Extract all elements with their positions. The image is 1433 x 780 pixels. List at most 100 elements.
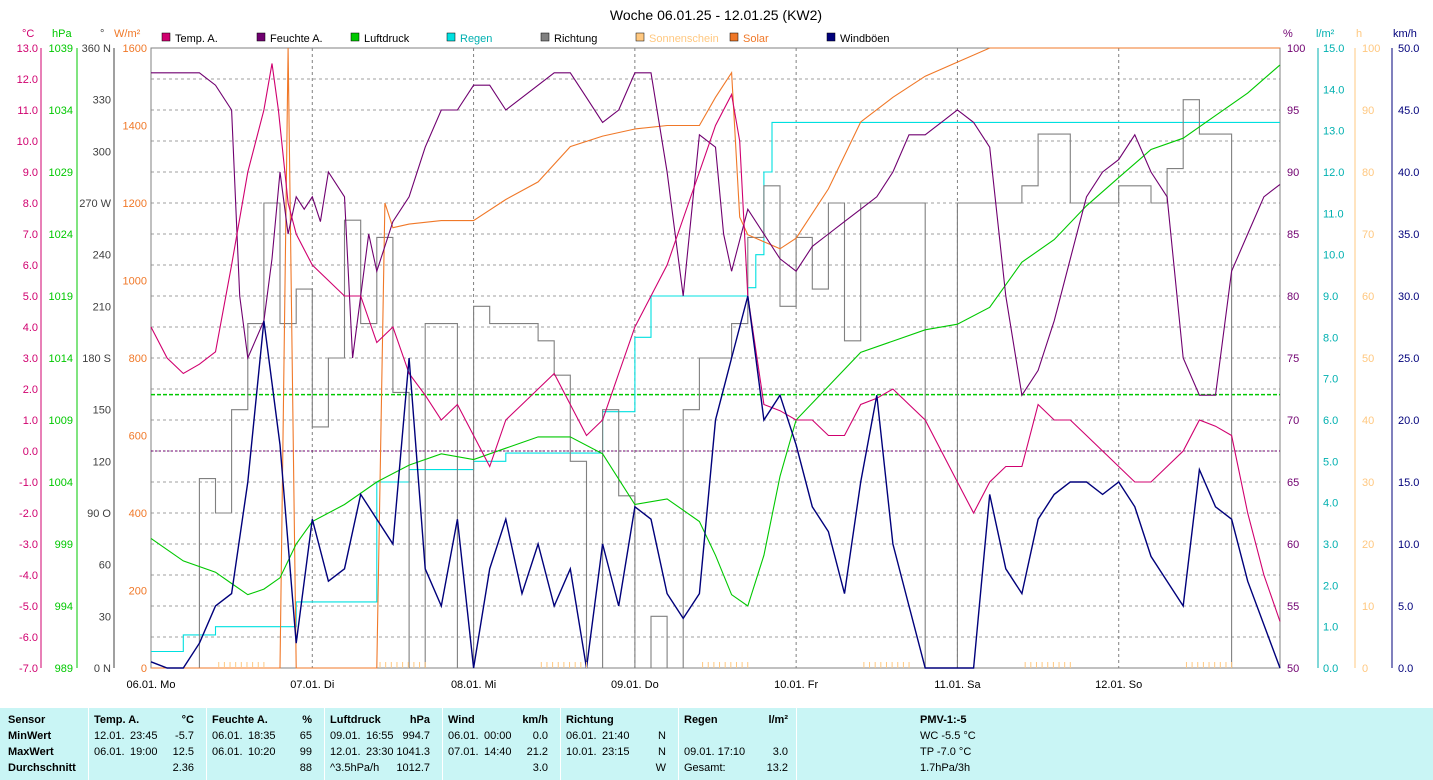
col_press-time: 23:30: [366, 746, 394, 758]
tick-rain: 0.0: [1323, 663, 1338, 675]
col_temp-time: 23:45: [130, 730, 158, 742]
col_dir-value: N: [658, 746, 666, 758]
col_wind-date: 07.01.: [448, 746, 479, 758]
day-label: 09.01. Do: [611, 679, 659, 691]
tick-temp: 3.0: [23, 353, 38, 365]
col_press-value: 1041.3: [396, 746, 430, 758]
tick-temp: -1.0: [19, 477, 38, 489]
data-series: [150, 47, 1281, 669]
pmv-header: PMV-1:-5: [920, 714, 967, 726]
series-feuchte-a-: [151, 72, 1281, 397]
tick-sun: 30: [1362, 477, 1374, 489]
col_hum-header: Feuchte A.: [212, 714, 268, 726]
legend-label: Windböen: [840, 33, 890, 45]
tick-sun: 80: [1362, 167, 1374, 179]
tick-temp: 9.0: [23, 167, 38, 179]
tick-press: 1004: [49, 477, 73, 489]
tick-wind: 35.0: [1398, 229, 1419, 241]
col_wind-header: Wind: [448, 714, 475, 726]
tick-wind: 30.0: [1398, 291, 1419, 303]
tick-temp: 11.0: [17, 105, 38, 117]
legend-swatch: [729, 32, 739, 42]
unit-press: hPa: [52, 28, 72, 40]
col_dir-header: Richtung: [566, 714, 614, 726]
tick-hum: 50: [1287, 663, 1299, 675]
tick-dir: 270 W: [79, 198, 111, 210]
tick-rain: 1.0: [1323, 622, 1338, 634]
tick-temp: 7.0: [23, 229, 38, 241]
col_wind-date: 06.01.: [448, 730, 479, 742]
tick-rain: 13.0: [1323, 126, 1344, 138]
unit-sun: h: [1356, 28, 1362, 40]
tick-hum: 85: [1287, 229, 1299, 241]
col_press-value: 994.7: [402, 730, 430, 742]
col_hum-value: 88: [299, 762, 312, 774]
legend-swatch: [540, 32, 550, 42]
col_press-unit: hPa: [409, 714, 430, 726]
tick-rain: 4.0: [1323, 498, 1338, 510]
tick-rain: 6.0: [1323, 415, 1338, 427]
row-maxwert: MaxWert: [8, 746, 54, 758]
row-durchschnitt: Durchschnitt: [8, 762, 76, 774]
unit-dir: °: [100, 28, 104, 40]
tick-dir: 150: [93, 405, 111, 417]
rain-label: Gesamt:: [684, 762, 726, 774]
rain-header: Regen: [684, 714, 718, 726]
legend-swatch: [635, 32, 645, 42]
tick-solar: 1600: [123, 43, 147, 55]
tick-rain: 14.0: [1323, 84, 1344, 96]
sensor-header: Sensor: [8, 714, 46, 726]
col_press-date: 09.01.: [330, 730, 361, 742]
tick-rain: 15.0: [1323, 43, 1344, 55]
tick-dir: 210: [93, 301, 111, 313]
tick-temp: -7.0: [19, 663, 38, 675]
tick-temp: -5.0: [19, 601, 38, 613]
tick-hum: 90: [1287, 167, 1299, 179]
col_dir-date: 10.01.: [566, 746, 597, 758]
tick-rain: 2.0: [1323, 580, 1338, 592]
col_press-time: 16:55: [366, 730, 394, 742]
tick-wind: 25.0: [1398, 353, 1419, 365]
col_temp-value: -5.7: [175, 730, 194, 742]
series-regen: [151, 121, 1280, 653]
tick-rain: 10.0: [1323, 250, 1344, 262]
tick-rain: 5.0: [1323, 456, 1338, 468]
col_hum-unit: %: [302, 714, 312, 726]
axis-unit-labels: °C hPa ° W/m²% l/m² h km/h: [22, 28, 1417, 40]
tick-temp: -4.0: [19, 570, 38, 582]
day-label: 10.01. Fr: [774, 679, 818, 691]
tick-temp: 12.0: [17, 74, 38, 86]
day-label: 11.01. Sa: [934, 679, 981, 691]
tick-press: 1014: [49, 353, 73, 365]
tick-dir: 330: [93, 95, 111, 107]
tick-wind: 40.0: [1398, 167, 1419, 179]
col_dir-value: N: [658, 730, 666, 742]
tick-solar: 600: [129, 431, 147, 443]
chart-title: Woche 06.01.25 - 12.01.25 (KW2): [610, 7, 822, 23]
tick-press: 999: [55, 539, 73, 551]
tick-solar: 400: [129, 508, 147, 520]
unit-rain: l/m²: [1316, 28, 1335, 40]
day-label: 06.01. Mo: [127, 679, 176, 691]
tick-temp: -3.0: [19, 539, 38, 551]
tick-temp: 2.0: [23, 384, 38, 396]
col_hum-date: 06.01.: [212, 746, 243, 758]
tick-press: 1009: [49, 415, 73, 427]
tick-temp: 13.0: [17, 43, 38, 55]
legend-label: Temp. A.: [175, 33, 218, 45]
col_wind-value: 0.0: [532, 730, 548, 742]
col_dir-time: 23:15: [602, 746, 630, 758]
tick-hum: 80: [1287, 291, 1299, 303]
tick-wind: 45.0: [1398, 105, 1419, 117]
tick-wind: 10.0: [1398, 539, 1419, 551]
col_wind-unit: km/h: [522, 714, 548, 726]
legend-label: Solar: [743, 33, 769, 45]
legend-label: Sonnenschein: [649, 33, 719, 45]
legend-label: Luftdruck: [364, 33, 410, 45]
col_wind-time: 14:40: [484, 746, 512, 758]
col_dir-time: 21:40: [602, 730, 630, 742]
day-labels: 06.01. Mo 07.01. Di 08.01. Mi 09.01. Do 10.0…: [127, 679, 1143, 691]
col_wind-time: 00:00: [484, 730, 512, 742]
tick-temp: 10.0: [17, 136, 38, 148]
col_press-date: 12.01.: [330, 746, 361, 758]
